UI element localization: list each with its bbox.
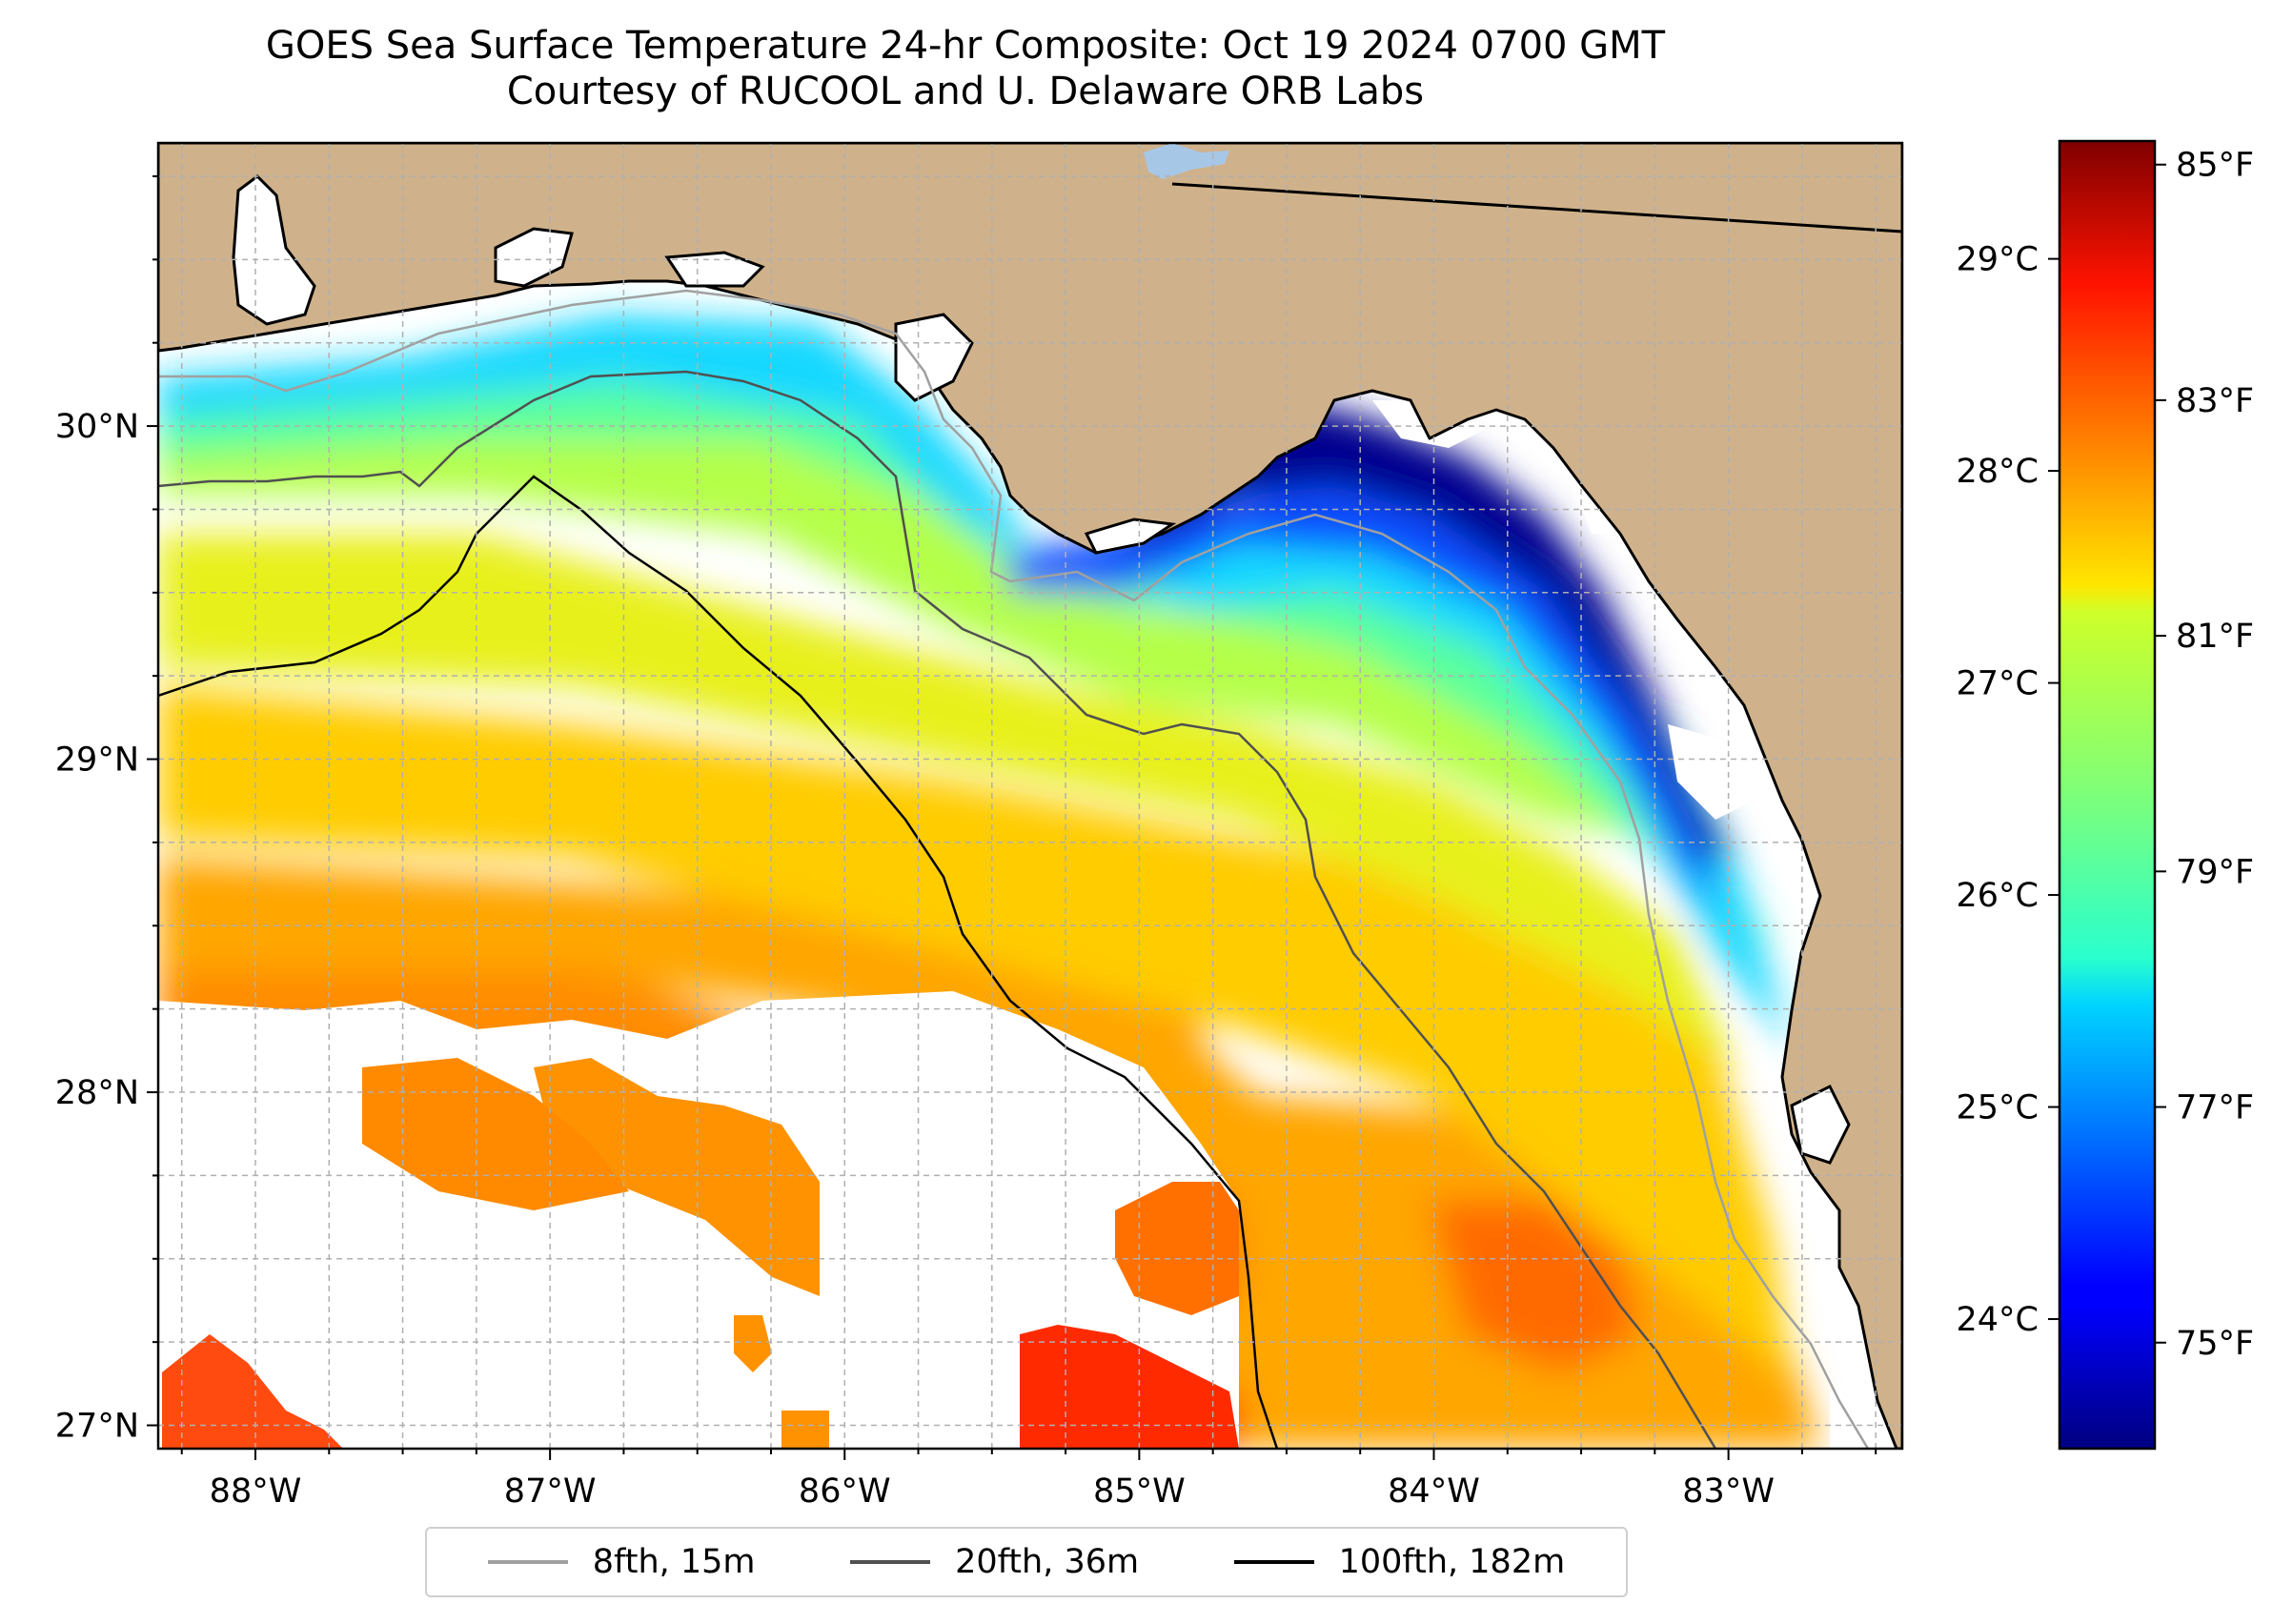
sst-field — [158, 315, 1902, 1449]
lat-tick-label: 28°N — [55, 1074, 139, 1112]
map-axes: 88°W 87°W 86°W 85°W 84°W 83°W 27°N 28°N 29°N 30°N — [55, 174, 1877, 1511]
title-line-2: Courtesy of RUCOOL and U. Delaware ORB L… — [506, 70, 1425, 113]
bathymetry-contours — [158, 289, 1870, 1449]
legend-swatch-8fth — [487, 1560, 568, 1564]
fahrenheit-tick-label: 77°F — [2176, 1089, 2254, 1127]
lon-tick-label: 88°W — [210, 1472, 302, 1511]
legend-label-100fth: 100fth, 182m — [1338, 1543, 1566, 1581]
state-border-line — [1171, 182, 1902, 233]
gridlines — [158, 143, 1902, 1449]
chart-title: GOES Sea Surface Temperature 24-hr Compo… — [0, 23, 1931, 114]
legend-label-20fth: 20fth, 36m — [955, 1543, 1140, 1581]
colorbar-ramp — [2060, 141, 2155, 1449]
title-line-1: GOES Sea Surface Temperature 24-hr Compo… — [265, 24, 1666, 68]
colorbar-frame — [2058, 139, 2157, 1451]
map-frame — [156, 141, 1904, 1451]
colorbar-axes: 75°F 77°F 79°F 81°F 83°F 85°F 24°C 25°C 26°C 27°C… — [1957, 147, 2255, 1363]
contour-100fth — [158, 475, 1279, 1449]
celsius-tick-label: 25°C — [1957, 1089, 2039, 1127]
lat-tick-label: 29°N — [55, 741, 139, 780]
contour-20fth — [158, 370, 1717, 1449]
lon-tick-label: 86°W — [799, 1472, 891, 1511]
legend-swatch-100fth — [1233, 1560, 1314, 1564]
lat-tick-label: 30°N — [55, 408, 139, 446]
contour-legend: 8fth, 15m 20fth, 36m 100fth, 182m — [425, 1527, 1628, 1597]
cloud-gaps — [158, 400, 1902, 1449]
celsius-tick-label: 24°C — [1957, 1301, 2039, 1339]
map-area — [158, 143, 1902, 1449]
lon-tick-label: 87°W — [504, 1472, 597, 1511]
celsius-tick-label: 27°C — [1957, 665, 2039, 703]
fahrenheit-tick-label: 75°F — [2176, 1325, 2254, 1363]
celsius-tick-label: 26°C — [1957, 877, 2039, 915]
fahrenheit-tick-label: 81°F — [2176, 618, 2254, 656]
colorbar: 75°F 77°F 79°F 81°F 83°F 85°F 24°C 25°C 26°C 27°C… — [1957, 139, 2255, 1451]
lon-tick-label: 85°W — [1093, 1472, 1186, 1511]
fahrenheit-tick-label: 83°F — [2176, 382, 2254, 420]
celsius-tick-label: 29°C — [1957, 241, 2039, 279]
lake — [1144, 143, 1229, 179]
lon-tick-label: 84°W — [1388, 1472, 1480, 1511]
lon-tick-label: 83°W — [1682, 1472, 1775, 1511]
celsius-tick-label: 28°C — [1957, 453, 2039, 491]
legend-entry-8fth: 8fth, 15m — [487, 1543, 756, 1581]
legend-label-8fth: 8fth, 15m — [592, 1543, 756, 1581]
lat-tick-label: 27°N — [55, 1408, 139, 1446]
bays — [232, 174, 1851, 1165]
legend-entry-20fth: 20fth, 36m — [850, 1543, 1139, 1581]
legend-swatch-20fth — [850, 1560, 931, 1564]
legend-entry-100fth: 100fth, 182m — [1233, 1543, 1566, 1581]
contour-8fth — [158, 289, 1870, 1449]
fahrenheit-tick-label: 85°F — [2176, 147, 2254, 185]
fahrenheit-tick-label: 79°F — [2176, 853, 2254, 891]
